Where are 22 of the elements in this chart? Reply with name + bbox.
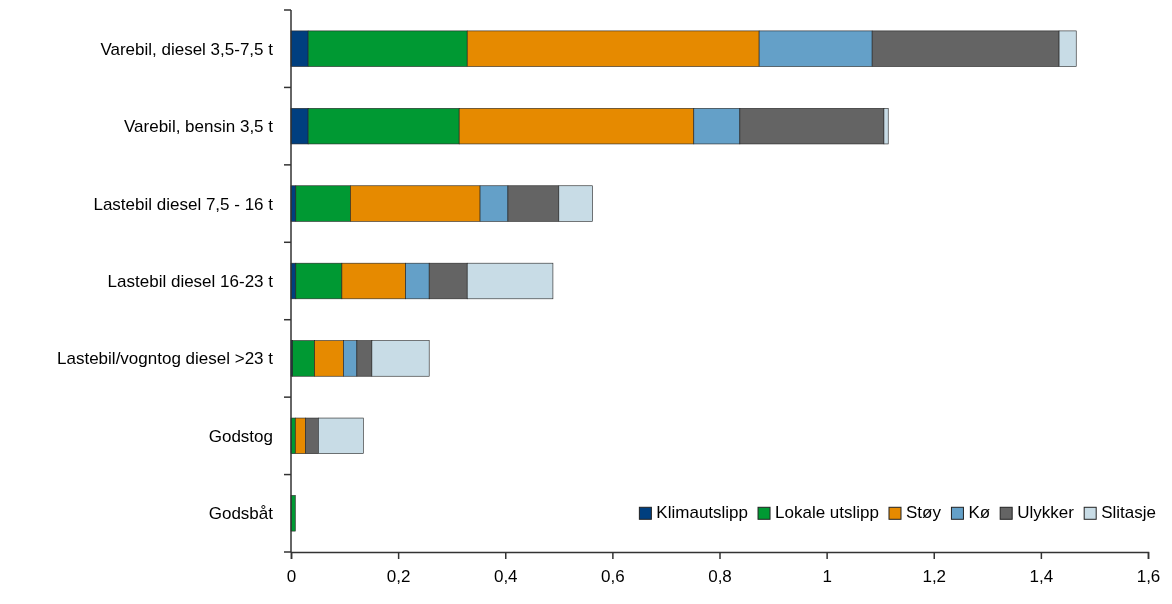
legend-label: Ulykker <box>1017 503 1075 523</box>
legend-label: Støy <box>906 503 942 523</box>
x-tick-label: 1,4 <box>1029 567 1054 587</box>
x-tick-label: 1 <box>822 567 832 587</box>
legend-label: Slitasje <box>1101 503 1156 523</box>
y-tick-label: Lastebil/vogntog diesel >23 t <box>57 349 274 369</box>
x-tick-label: 0,4 <box>493 567 518 587</box>
x-tick-label: 1,2 <box>922 567 947 587</box>
legend-label: Klimautslipp <box>656 503 749 523</box>
y-tick-label: Godsbåt <box>208 504 274 524</box>
x-tick-label: 0,2 <box>386 567 411 587</box>
y-tick-label: Varebil, diesel 3,5-7,5 t <box>100 39 274 59</box>
x-tick-label: 0 <box>286 567 297 587</box>
legend-label: Kø <box>968 503 991 523</box>
x-tick-label: 1,6 <box>1136 567 1161 587</box>
y-tick-label: Godstog <box>208 426 273 446</box>
y-tick-label: Lastebil diesel 7,5 - 16 t <box>93 194 274 214</box>
x-tick-label: 0,8 <box>708 567 732 587</box>
x-tick-label: 0,6 <box>601 567 625 587</box>
y-tick-label: Lastebil diesel 16-23 t <box>107 271 274 291</box>
y-tick-label: Varebil, bensin 3,5 t <box>124 117 274 137</box>
legend-label: Lokale utslipp <box>775 503 879 523</box>
